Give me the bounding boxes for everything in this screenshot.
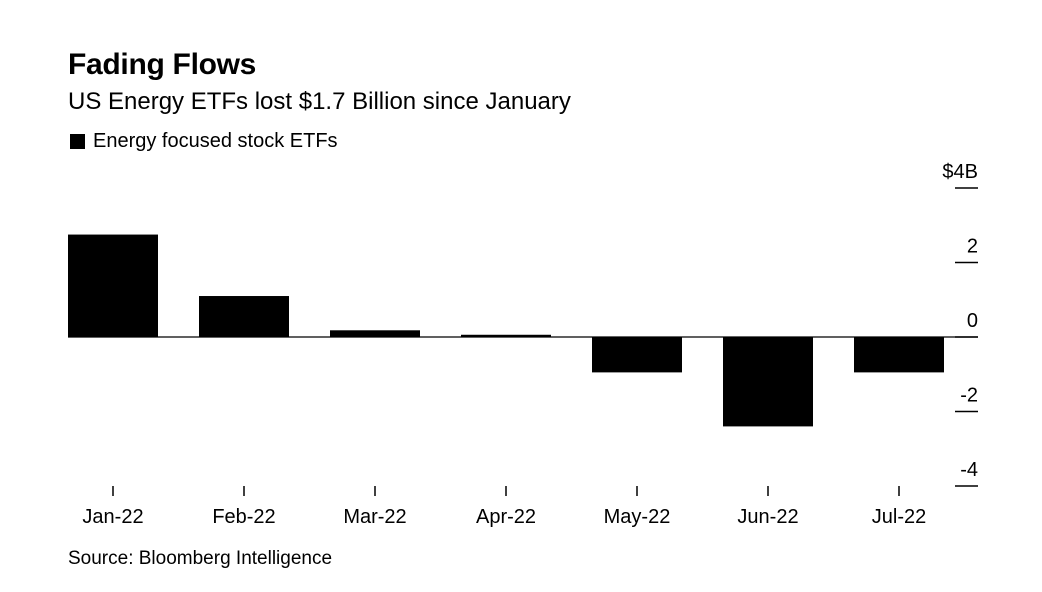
bars-layer [68,234,944,427]
chart-subtitle: US Energy ETFs lost $1.7 Billion since J… [68,88,571,115]
legend-swatch [70,134,85,149]
chart-title: Fading Flows [68,48,257,81]
x-tick-label: Apr-22 [476,506,536,528]
bar-may-22 [592,337,682,373]
y-tick-label: -2 [960,385,978,407]
legend-label: Energy focused stock ETFs [93,130,338,152]
bar-jun-22 [723,337,813,427]
bar-apr-22 [461,334,551,337]
chart-legend: Energy focused stock ETFs [70,130,338,153]
bar-jul-22 [854,337,944,373]
x-tick-label: Mar-22 [343,506,406,528]
bar-mar-22 [330,330,420,337]
x-axis: Jan-22 Feb-22 Mar-22 Apr-22 May-22 Jun-22 Jul-… [82,486,926,528]
x-tick-label: Jul-22 [872,506,926,528]
bar-jan-22 [68,234,158,337]
y-tick-label: 0 [967,310,978,332]
y-tick-label: 2 [967,236,978,258]
y-axis: $4B 2 0 -2 -4 [942,161,978,487]
y-tick-label: $4B [942,161,978,183]
bar-feb-22 [199,296,289,337]
x-tick-label: Jan-22 [82,506,143,528]
x-tick-label: Jun-22 [737,506,798,528]
x-tick-label: Feb-22 [212,506,275,528]
x-tick-label: May-22 [604,506,671,528]
y-tick-label: -4 [960,459,978,481]
source-note: Source: Bloomberg Intelligence [68,548,333,569]
